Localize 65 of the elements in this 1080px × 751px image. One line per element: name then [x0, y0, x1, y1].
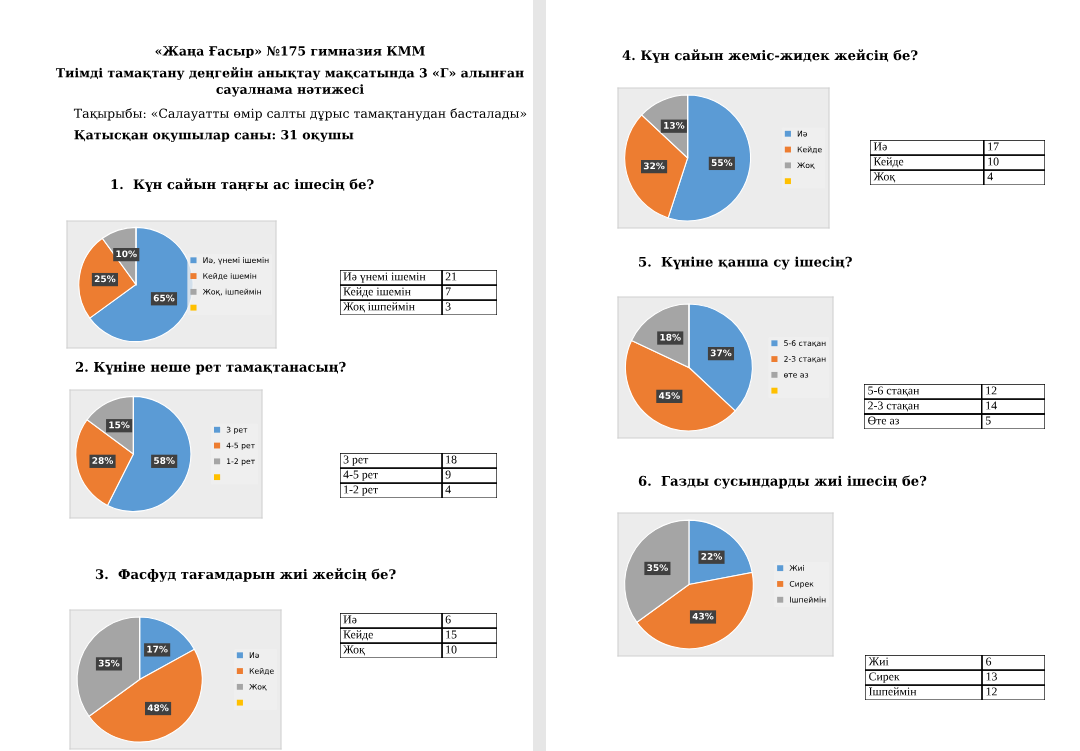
data-label: 37% — [710, 349, 732, 357]
category-label: 5-6 стақан — [868, 386, 920, 397]
chart-title: 2. Күніне неше рет тамақтанасың? — [75, 361, 346, 375]
data-label: 48% — [147, 704, 169, 712]
data-label: 43% — [692, 612, 714, 620]
chart-title: 5. Күніне қанша су ішесің? — [639, 256, 852, 270]
category-label: Жоқ ішпеймін — [343, 302, 415, 313]
data-label: 3 — [445, 302, 451, 311]
data-label: 18% — [660, 333, 681, 341]
category-label: Өте аз — [868, 416, 899, 425]
data-label: 25% — [94, 275, 116, 283]
category-label: Жоқ — [873, 172, 896, 183]
text: Тақырыбы: «Салауатты өмір салты дұрыс тамақтанудан басталады» — [73, 108, 527, 121]
chart-title: 6. Газды сусындарды жиі ішесің бе? — [638, 475, 927, 489]
data-label: 28% — [92, 457, 114, 464]
data-label: 58% — [154, 457, 175, 464]
category-label: Кейде — [343, 630, 373, 641]
data-label: 55% — [711, 159, 733, 167]
data-label: 12 — [986, 386, 997, 395]
text: Қатысқан оқушылар саны: 31 оқушы — [74, 129, 354, 143]
data-label: 18 — [446, 455, 457, 464]
data-label: 4 — [445, 485, 451, 494]
category-label: 3 рет — [343, 455, 369, 466]
data-label: 5 — [985, 416, 991, 425]
data-label: 10% — [116, 250, 137, 258]
data-label: 10 — [988, 157, 999, 166]
chart-title: 4. Күн сайын жеміс-жидек жейсің бе? — [622, 49, 918, 63]
data-label: 15 — [446, 630, 457, 639]
data-label: 15% — [109, 421, 130, 429]
category-label: Иә — [343, 615, 357, 624]
category-label: 1-2 рет — [344, 485, 378, 496]
data-label: 17% — [147, 645, 168, 653]
data-label: 12 — [986, 687, 997, 696]
data-label: 65% — [153, 294, 175, 302]
data-label: 45% — [658, 392, 680, 399]
data-label: 14 — [986, 401, 997, 410]
text: сауалнама нәтижесі — [216, 84, 364, 97]
data-label: 7 — [445, 287, 451, 296]
data-label: 21 — [445, 272, 457, 281]
data-label: 32% — [643, 162, 665, 170]
data-label: 6 — [986, 657, 992, 666]
category-label: Кейде — [873, 157, 904, 168]
chart-title: 3. Фасфуд тағамдарын жиі жейсің бе? — [95, 568, 396, 582]
data-label: 9 — [445, 470, 451, 479]
data-label: 4 — [987, 172, 993, 181]
category-label: Сирек — [869, 672, 900, 683]
data-label: 13% — [664, 121, 685, 129]
data-label: 35% — [98, 659, 120, 667]
category-label: 4-5 рет — [343, 470, 378, 481]
category-label: Ішпеймін — [869, 687, 917, 696]
category-label: Жоқ — [343, 645, 365, 656]
category-label: Иә үнемі ішемін — [343, 272, 426, 283]
category-label: Жиі — [868, 657, 889, 666]
category-label: 2-3 стақан — [868, 401, 920, 412]
data-label: 17 — [988, 142, 999, 151]
category-label: Иә — [873, 142, 887, 151]
data-label: 35% — [647, 564, 668, 572]
category-label: Кейде ішемін — [343, 287, 411, 298]
data-label: 6 — [445, 615, 451, 624]
text: Тиімді тамақтану деңгейін анықтау мақсатында 3 «Г» алынған — [55, 67, 524, 81]
data-label: 22% — [701, 553, 723, 560]
text: «Жаңа Ғасыр» №175 гимназия КММ — [155, 46, 425, 59]
chart-title: 1. Күн сайын таңғы ас ішесің бе? — [111, 178, 374, 192]
data-label: 10 — [446, 645, 457, 654]
data-label: 13 — [986, 672, 997, 681]
